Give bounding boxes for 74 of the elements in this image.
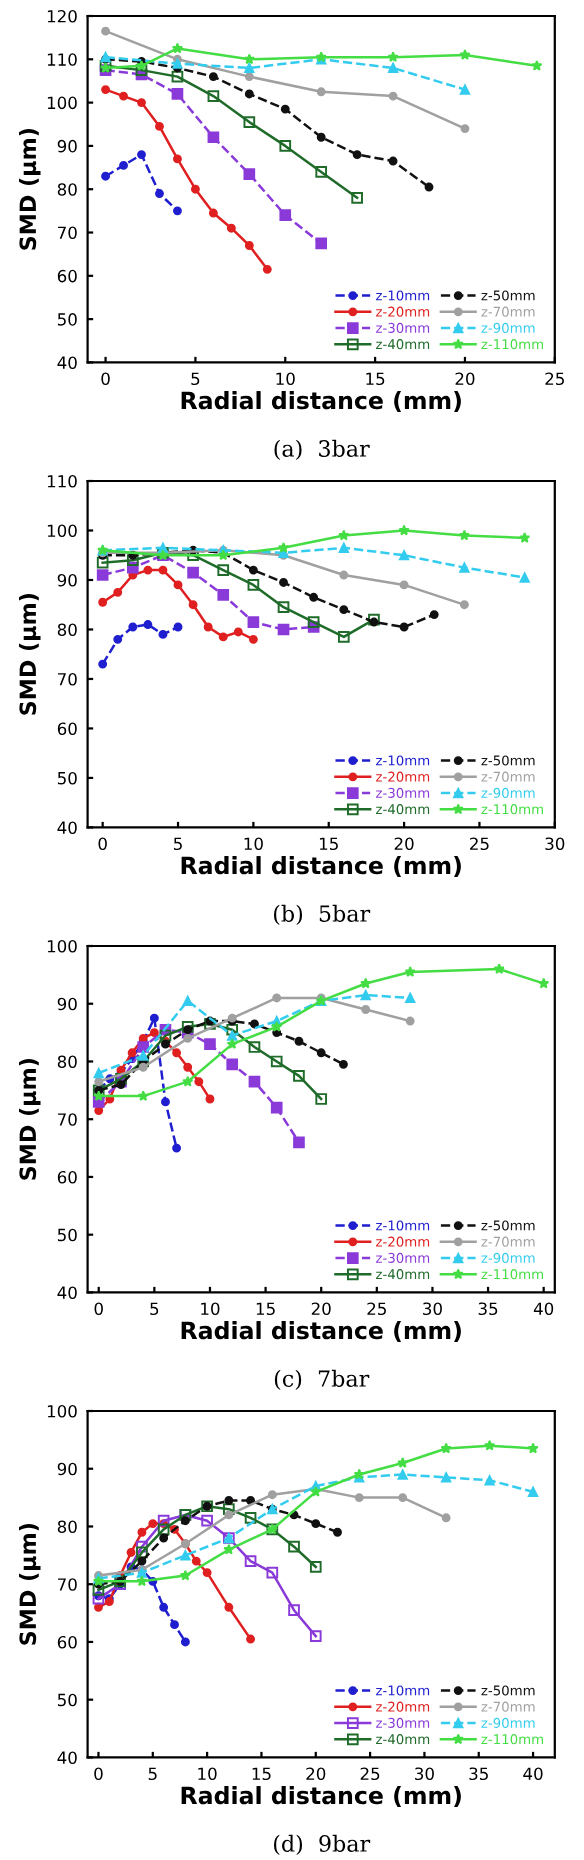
- y-tick-label: 40: [57, 1286, 77, 1299]
- y-tick-label: 90: [57, 573, 77, 587]
- y-tick-label: 70: [58, 1578, 77, 1591]
- x-tick-label: 25: [470, 837, 489, 851]
- y-axis-title: SMD (μm): [19, 129, 41, 250]
- x-tick-label: 20: [306, 1767, 326, 1781]
- x-tick-label: 30: [545, 837, 565, 851]
- y-tick-label: 90: [57, 1462, 77, 1476]
- y-tick-label: 50: [57, 313, 77, 326]
- y-tick-label: 80: [57, 183, 77, 196]
- x-tick-label: 35: [478, 1302, 498, 1316]
- x-tick-label: 15: [252, 1767, 271, 1781]
- y-tick-label: 60: [57, 1635, 77, 1649]
- text: (c) 7bar: [274, 1369, 370, 1391]
- y-tick-label: 80: [57, 623, 77, 637]
- y-tick-label: 100: [47, 939, 77, 953]
- x-tick-label: 5: [191, 372, 200, 386]
- x-tick-label: 15: [319, 837, 338, 851]
- x-tick-label: 20: [394, 837, 414, 851]
- y-axis-title: SMD (μm): [19, 594, 41, 715]
- y-tick-label: 70: [58, 226, 77, 240]
- x-tick-label: 15: [256, 1302, 275, 1316]
- y-axis-title: SMD (μm): [19, 1524, 41, 1645]
- y-tick-label: 70: [58, 1113, 77, 1126]
- x-tick-label: 40: [523, 1767, 543, 1781]
- x-tick-label: 25: [367, 1302, 386, 1316]
- x-tick-label: 40: [533, 1302, 554, 1316]
- y-tick-label: 90: [57, 139, 77, 153]
- y-tick-label: 50: [57, 1693, 77, 1707]
- x-tick-label: 35: [469, 1767, 488, 1781]
- text: (a) 3bar: [274, 439, 370, 461]
- x-axis-title: Radial distance (mm): [181, 856, 461, 878]
- x-tick-label: 20: [311, 1302, 331, 1316]
- y-tick-label: 100: [47, 524, 77, 538]
- y-tick-label: 90: [57, 997, 77, 1011]
- x-axis-title: Radial distance (mm): [181, 1321, 461, 1343]
- y-tick-label: 60: [57, 722, 77, 736]
- x-tick-label: 0: [94, 1767, 103, 1781]
- x-axis-title: Radial distance (mm): [181, 391, 461, 413]
- x-axis-title: Radial distance (mm): [181, 1786, 461, 1808]
- x-tick-label: 5: [148, 1767, 157, 1781]
- x-tick-label: 0: [98, 837, 107, 851]
- y-tick-label: 110: [47, 474, 77, 488]
- x-tick-label: 10: [198, 1767, 217, 1781]
- y-tick-label: 100: [47, 96, 77, 110]
- y-tick-label: 110: [47, 53, 77, 66]
- y-tick-label: 50: [57, 1228, 77, 1242]
- y-tick-label: 80: [57, 1055, 77, 1069]
- x-tick-label: 5: [174, 837, 182, 851]
- x-tick-label: 0: [94, 1302, 103, 1316]
- x-tick-label: 30: [415, 1767, 434, 1781]
- x-tick-label: 0: [101, 372, 110, 386]
- x-tick-label: 5: [150, 1302, 159, 1316]
- y-tick-label: 70: [58, 672, 77, 686]
- text: (d) 9bar: [273, 1834, 371, 1856]
- y-tick-label: 40: [57, 821, 77, 834]
- y-tick-label: 40: [57, 1751, 77, 1764]
- y-tick-label: 60: [57, 269, 77, 283]
- x-tick-label: 15: [366, 372, 385, 386]
- x-tick-label: 30: [423, 1302, 442, 1316]
- x-tick-label: 10: [276, 372, 295, 386]
- x-tick-label: 20: [455, 372, 475, 386]
- y-tick-label: 50: [57, 771, 77, 785]
- y-tick-label: 60: [57, 1170, 77, 1184]
- x-tick-label: 25: [545, 372, 564, 386]
- y-tick-label: 80: [57, 1520, 77, 1534]
- text: (b) 5bar: [273, 904, 371, 926]
- x-tick-label: 25: [360, 1767, 380, 1781]
- y-tick-label: 120: [47, 9, 77, 23]
- x-tick-label: 10: [201, 1302, 220, 1316]
- y-tick-label: 100: [47, 1404, 77, 1418]
- y-axis-title: SMD (μm): [19, 1059, 41, 1180]
- x-tick-label: 10: [244, 837, 263, 851]
- y-tick-label: 40: [57, 356, 77, 369]
